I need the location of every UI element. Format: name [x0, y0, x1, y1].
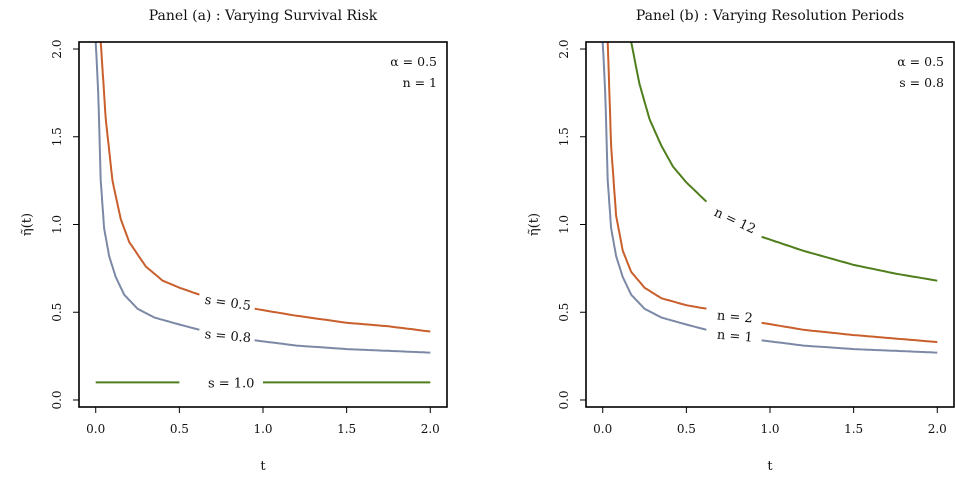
parameter-label: α = 0.5 [897, 54, 944, 69]
x-axis-label: t [767, 459, 773, 474]
y-tick-label: 1.0 [557, 215, 571, 234]
plot-frame [78, 41, 448, 408]
series-line-1-part-1 [630, 42, 708, 203]
series-line-2-part-1 [94, 42, 200, 331]
series-line-1-part-1 [99, 42, 200, 296]
series-line-2-part-1 [606, 42, 707, 310]
chart-title: Panel (a) : Varying Survival Risk [149, 8, 378, 24]
x-tick-label: 1.5 [844, 422, 863, 436]
x-tick-label: 2.0 [421, 422, 440, 436]
y-tick-label: 1.5 [50, 127, 64, 146]
y-tick-label: 0.5 [50, 303, 64, 322]
curve-label: s = 1.0 [208, 376, 255, 391]
parameter-label: α = 0.5 [390, 54, 437, 69]
y-tick-label: 1.5 [557, 127, 571, 146]
series-line-2-part-2 [761, 321, 938, 344]
curve-label: s = 0.8 [204, 327, 252, 346]
curve-label: n = 12 [712, 205, 758, 237]
x-tick-label: 1.0 [253, 422, 272, 436]
x-tick-label: 0.0 [593, 422, 612, 436]
chart-title: Panel (b) : Varying Resolution Periods [636, 8, 904, 24]
series-line-3-part-1 [601, 42, 707, 331]
plot-frame [585, 41, 955, 408]
y-axis-label: η̃(t) [20, 213, 35, 236]
x-tick-label: 0.5 [677, 422, 696, 436]
x-tick-label: 1.0 [760, 422, 779, 436]
y-tick-label: 2.0 [50, 39, 64, 58]
x-axis-label: t [260, 459, 266, 474]
chart-panel-b: Panel (b) : Varying Resolution Periods n … [527, 8, 955, 474]
y-tick-label: 0.5 [557, 303, 571, 322]
x-tick-label: 1.5 [337, 422, 356, 436]
series-line-2-part-2 [254, 339, 431, 354]
y-tick-label: 0.0 [557, 390, 571, 409]
series-line-1-part-2 [761, 235, 938, 282]
y-axis-label: η̃(t) [527, 213, 542, 236]
series-line-1-part-2 [254, 307, 431, 333]
y-tick-label: 1.0 [50, 215, 64, 234]
chart-panel-a: Panel (a) : Varying Survival Risk s = 0.5… [20, 8, 448, 474]
x-tick-label: 0.0 [86, 422, 105, 436]
x-tick-label: 2.0 [928, 422, 947, 436]
series-line-3-part-2 [761, 339, 938, 354]
curve-label: n = 1 [716, 328, 753, 346]
parameter-label: s = 0.8 [899, 75, 944, 90]
series-group [601, 42, 938, 354]
y-tick-label: 2.0 [557, 39, 571, 58]
x-tick-label: 0.5 [170, 422, 189, 436]
curve-label: n = 2 [716, 308, 753, 326]
parameter-label: n = 1 [403, 75, 437, 90]
series-group [94, 42, 431, 384]
y-tick-label: 0.0 [50, 390, 64, 409]
curve-label: s = 0.5 [204, 293, 252, 314]
